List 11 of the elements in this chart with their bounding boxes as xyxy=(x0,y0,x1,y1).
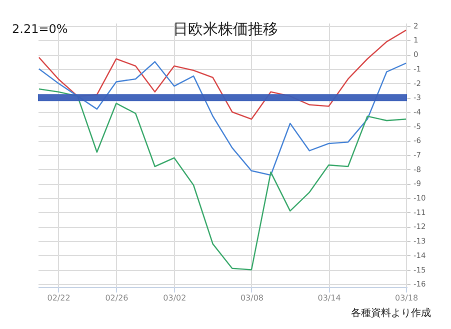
x-tick-label: 03/08 xyxy=(240,294,264,302)
line-series xyxy=(38,61,407,176)
x-tick-label: 03/18 xyxy=(395,294,418,302)
text: 各種資料より作成 xyxy=(351,306,431,320)
chart-title: 日欧米株価推移 xyxy=(173,20,278,38)
x-tick-label: 03/14 xyxy=(318,294,341,302)
x-tick-label: 02/22 xyxy=(47,294,70,302)
x-tick-label: 03/02 xyxy=(163,294,186,302)
line-series xyxy=(38,88,407,270)
annotation: 2.21=0% xyxy=(12,22,68,36)
x-tick-label: 02/26 xyxy=(105,294,128,302)
